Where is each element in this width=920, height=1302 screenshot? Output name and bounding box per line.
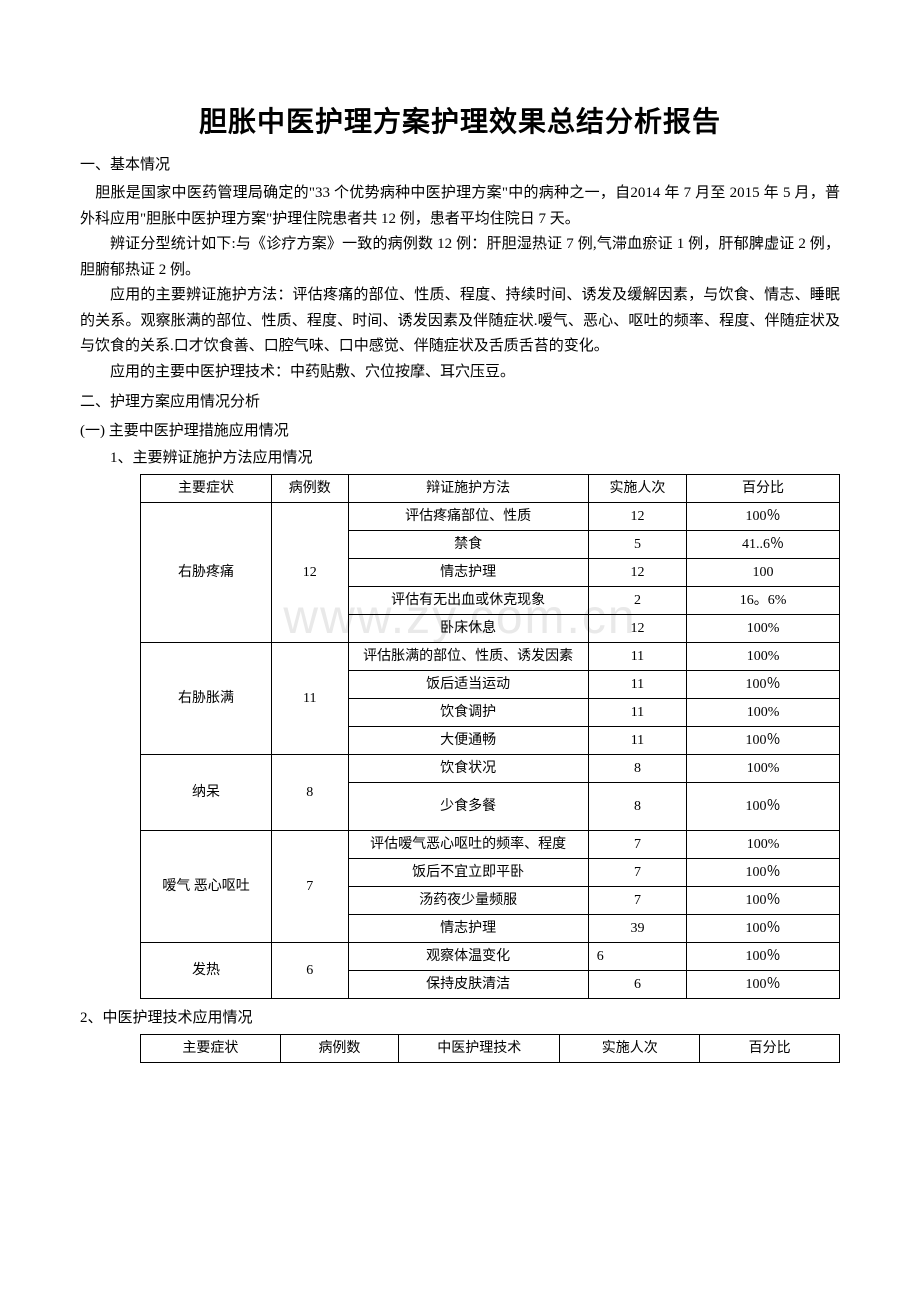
table1-method-cell: 保持皮肤清洁 [348, 971, 588, 999]
table1-method-cell: 饮食调护 [348, 699, 588, 727]
table1-cases-cell: 8 [272, 755, 348, 831]
table1-header-cell: 百分比 [687, 475, 840, 503]
table1-method-cell: 少食多餐 [348, 783, 588, 831]
table1-method-cell: 评估疼痛部位、性质 [348, 503, 588, 531]
table1-method-cell: 评估有无出血或休克现象 [348, 587, 588, 615]
table1-pct-cell: 16。6% [687, 587, 840, 615]
table1-method-cell: 卧床休息 [348, 615, 588, 643]
table1-pct-cell: 100% [687, 755, 840, 783]
table1-symptom-cell: 右胁胀满 [141, 643, 272, 755]
table1-count-cell: 11 [588, 643, 686, 671]
table1-count-cell: 12 [588, 615, 686, 643]
table1-pct-cell: 100 [687, 559, 840, 587]
table1-pct-cell: 100% [687, 831, 840, 859]
table1-header-cell: 病例数 [272, 475, 348, 503]
table1-method-cell: 饭后适当运动 [348, 671, 588, 699]
table1-symptom-cell: 纳呆 [141, 755, 272, 831]
table-nursing-techniques: 主要症状病例数中医护理技术实施人次百分比 [140, 1034, 840, 1063]
table1-method-cell: 情志护理 [348, 915, 588, 943]
table1-pct-cell: 100％ [687, 971, 840, 999]
table1-pct-cell: 100％ [687, 859, 840, 887]
section-1-p3: 应用的主要辨证施护方法：评估疼痛的部位、性质、程度、持续时间、诱发及缓解因素，与… [80, 283, 840, 360]
table1-count-cell: 2 [588, 587, 686, 615]
section-1-p4: 应用的主要中医护理技术：中药贴敷、穴位按摩、耳穴压豆。 [80, 360, 840, 386]
table1-pct-cell: 100％ [687, 915, 840, 943]
section-1-p1: 胆胀是国家中医药管理局确定的"33 个优势病种中医护理方案"中的病种之一，自20… [80, 181, 840, 232]
table1-count-cell: 11 [588, 671, 686, 699]
table1-method-cell: 大便通畅 [348, 727, 588, 755]
table1-pct-cell: 100% [687, 615, 840, 643]
table1-header-cell: 主要症状 [141, 475, 272, 503]
table1-pct-cell: 100％ [687, 887, 840, 915]
table1-method-cell: 观察体温变化 [348, 943, 588, 971]
table1-method-cell: 评估嗳气恶心呕吐的频率、程度 [348, 831, 588, 859]
section-2-sub1: (一) 主要中医护理措施应用情况 [80, 418, 840, 445]
table1-count-cell: 11 [588, 699, 686, 727]
table1-pct-cell: 41..6％ [687, 531, 840, 559]
section-1-heading: 一、基本情况 [80, 152, 840, 179]
table1-pct-cell: 100% [687, 699, 840, 727]
table1-count-cell: 8 [588, 783, 686, 831]
table2-header-cell: 中医护理技术 [399, 1035, 560, 1063]
document-content: 胆胀中医护理方案护理效果总结分析报告 一、基本情况 胆胀是国家中医药管理局确定的… [80, 100, 840, 1063]
section-2-sub1-1: 1、主要辨证施护方法应用情况 [110, 445, 840, 472]
table1-symptom-cell: 嗳气 恶心呕吐 [141, 831, 272, 943]
table1-pct-cell: 100％ [687, 783, 840, 831]
section-2-sub1-2: 2、中医护理技术应用情况 [80, 1005, 840, 1032]
table1-method-cell: 饮食状况 [348, 755, 588, 783]
table1-cases-cell: 12 [272, 503, 348, 643]
table1-method-cell: 评估胀满的部位、性质、诱发因素 [348, 643, 588, 671]
table1-method-cell: 情志护理 [348, 559, 588, 587]
table2-header-cell: 实施人次 [560, 1035, 700, 1063]
table1-method-cell: 汤药夜少量频服 [348, 887, 588, 915]
table1-pct-cell: 100％ [687, 727, 840, 755]
table1-count-cell: 11 [588, 727, 686, 755]
table1-count-cell: 12 [588, 559, 686, 587]
table1-count-cell: 7 [588, 831, 686, 859]
table1-count-cell: 12 [588, 503, 686, 531]
section-1-p2: 辨证分型统计如下:与《诊疗方案》一致的病例数 12 例：肝胆湿热证 7 例,气滞… [80, 232, 840, 283]
table2-header-cell: 病例数 [280, 1035, 398, 1063]
page-title: 胆胀中医护理方案护理效果总结分析报告 [80, 100, 840, 140]
table1-count-cell: 8 [588, 755, 686, 783]
table1-count-cell: 39 [588, 915, 686, 943]
table1-pct-cell: 100％ [687, 943, 840, 971]
table1-count-cell: 7 [588, 887, 686, 915]
table2-header-cell: 百分比 [700, 1035, 840, 1063]
table1-method-cell: 禁食 [348, 531, 588, 559]
table1-pct-cell: 100％ [687, 503, 840, 531]
table1-cases-cell: 6 [272, 943, 348, 999]
section-2-heading: 二、护理方案应用情况分析 [80, 389, 840, 416]
table2-header-cell: 主要症状 [141, 1035, 281, 1063]
table1-count-cell: 5 [588, 531, 686, 559]
table-nursing-methods: 主要症状病例数辩证施护方法实施人次百分比右胁疼痛12评估疼痛部位、性质12100… [140, 474, 840, 999]
table1-cases-cell: 11 [272, 643, 348, 755]
table1-count-cell: 7 [588, 859, 686, 887]
table1-cases-cell: 7 [272, 831, 348, 943]
table1-count-cell: 6 [588, 971, 686, 999]
table1-method-cell: 饭后不宜立即平卧 [348, 859, 588, 887]
table1-header-cell: 辩证施护方法 [348, 475, 588, 503]
table1-pct-cell: 100% [687, 643, 840, 671]
table1-pct-cell: 100％ [687, 671, 840, 699]
table1-header-cell: 实施人次 [588, 475, 686, 503]
table1-count-cell: 6 [588, 943, 686, 971]
table1-symptom-cell: 右胁疼痛 [141, 503, 272, 643]
table1-symptom-cell: 发热 [141, 943, 272, 999]
